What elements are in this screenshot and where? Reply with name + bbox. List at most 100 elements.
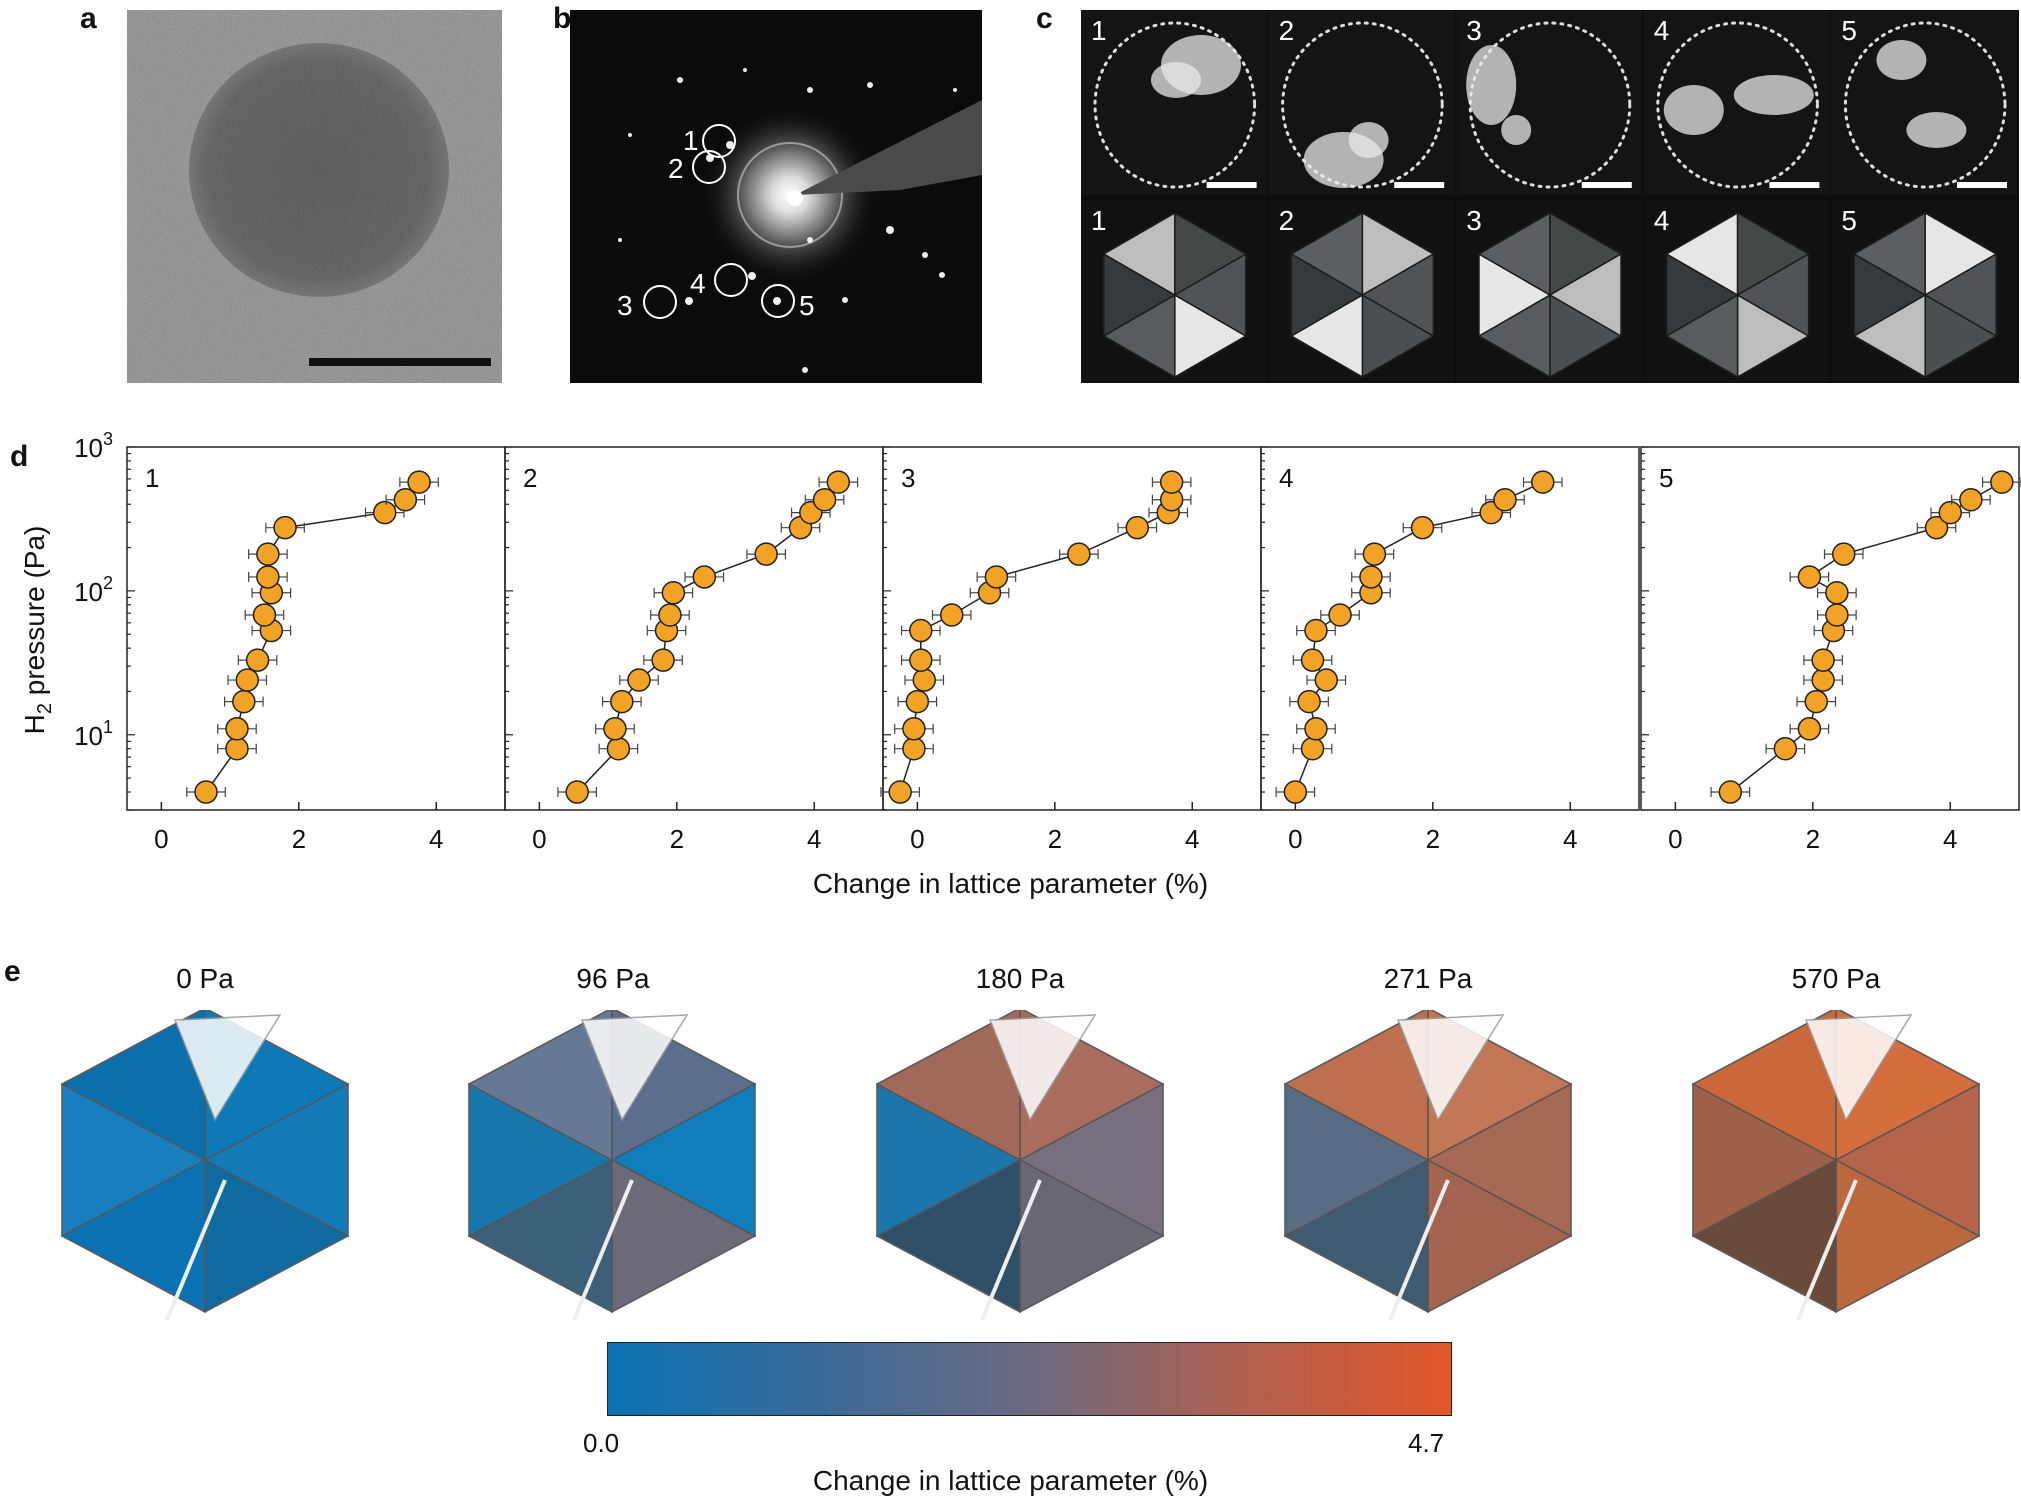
chart-panel-number: 1	[145, 463, 159, 493]
data-point	[1125, 515, 1150, 540]
dark-field-tile: 22	[1268, 10, 1455, 383]
x-tick-label: 2	[1426, 824, 1440, 854]
x-tick-label: 4	[807, 824, 821, 854]
chart-panel-number: 5	[1659, 463, 1673, 493]
x-tick-label: 0	[910, 824, 924, 854]
model-tile: 4	[1643, 200, 1830, 383]
colorbar	[607, 1342, 1452, 1416]
colorbar-label: Change in lattice parameter (%)	[812, 1465, 1209, 1496]
scale-bar	[1394, 182, 1445, 188]
tem-image-graphic	[127, 10, 502, 383]
bright-region	[1151, 62, 1201, 98]
data-point	[194, 780, 218, 804]
icosahedron-face	[1923, 252, 1997, 338]
scale-bar	[1769, 182, 1820, 188]
data-point	[1314, 668, 1339, 692]
panel-label-e: e	[4, 955, 21, 988]
colorbar-max: 4.7	[1408, 1428, 1445, 1458]
particle-outline	[1843, 21, 2007, 189]
y-tick-label: 103	[74, 430, 113, 463]
icosahedron-face	[1834, 1082, 1980, 1238]
pressure-label-3: 271 Pa	[1383, 963, 1473, 994]
data-point	[252, 603, 277, 627]
open-facet	[1396, 1014, 1505, 1122]
icosahedron-face	[1360, 252, 1435, 338]
bright-region	[1348, 122, 1389, 158]
x-tick-label: 2	[1806, 824, 1820, 854]
data-point	[1283, 780, 1308, 804]
data-point	[565, 780, 589, 804]
x-tick-label: 4	[1185, 824, 1199, 854]
data-point	[1804, 689, 1829, 714]
model-tile: 3	[1456, 200, 1642, 383]
scale-bar	[309, 358, 491, 366]
open-facet	[988, 1014, 1097, 1122]
data-point	[1304, 618, 1328, 643]
chart-panel: 0 2 4 2	[504, 446, 884, 854]
spot-label-1: 1	[683, 125, 699, 156]
y-tick-label: 102	[74, 573, 113, 607]
dark-field-label: 5	[1841, 15, 1857, 46]
data-point	[912, 668, 936, 692]
diffraction-graphic: 1 2 3 4 5	[617, 68, 982, 373]
data-point	[661, 581, 686, 605]
bright-region	[1733, 75, 1814, 115]
data-point	[235, 668, 260, 692]
pressure-label-2: 180 Pa	[975, 963, 1065, 994]
data-point	[1067, 542, 1091, 566]
data-point	[1304, 717, 1328, 741]
scale-bar	[1581, 182, 1632, 188]
x-tick-label: 0	[1288, 824, 1302, 854]
dark-field-tile: 11	[1081, 10, 1267, 383]
y-tick-label: 101	[74, 717, 113, 751]
chart-panel-number: 3	[901, 463, 915, 493]
open-facet	[173, 1014, 282, 1122]
data-point	[651, 648, 675, 672]
chart-panel: 0 2 4 5	[1640, 446, 2021, 854]
icosahedron-model	[1691, 1010, 1981, 1320]
data-point	[225, 717, 249, 741]
model-tile: 1	[1081, 200, 1267, 383]
icosahedron-face	[1173, 252, 1247, 338]
data-point	[1825, 603, 1849, 627]
data-point	[1159, 470, 1184, 494]
data-point	[1773, 736, 1798, 761]
chart-panel-number: 4	[1279, 463, 1293, 493]
model-label: 3	[1466, 205, 1482, 236]
pressure-label-1: 96 Pa	[576, 963, 650, 994]
icosahedron-face	[1548, 252, 1622, 338]
model-label: 1	[1091, 205, 1107, 236]
panel-label-b: b	[553, 2, 572, 35]
spot-label-3: 3	[617, 290, 633, 321]
data-point	[905, 689, 930, 714]
spot-label-5: 5	[799, 290, 815, 321]
twin-boundary	[979, 1179, 1042, 1320]
diffraction-pattern: 1 2 3 4 5	[570, 10, 982, 383]
data-point	[1328, 603, 1352, 627]
x-tick-label: 0	[154, 824, 168, 854]
chart-panel: 0 2 4 4	[1260, 446, 1640, 854]
data-point	[1959, 487, 1983, 512]
twin-boundary	[1387, 1179, 1450, 1320]
data-point	[826, 470, 851, 494]
y-axis-label: H2 pressure (Pa)	[19, 525, 56, 735]
icosahedron-face	[610, 1082, 756, 1238]
dark-field-label: 3	[1466, 15, 1482, 46]
spot-label-4: 4	[690, 268, 706, 299]
dark-field-background	[1081, 10, 1267, 195]
data-point	[754, 542, 778, 566]
bright-region	[1906, 112, 1967, 148]
data-point	[902, 736, 926, 761]
chart-panel: 0 2 4 3	[880, 446, 1262, 854]
scale-bar	[1957, 182, 2007, 188]
model-tile: 5	[1831, 200, 2017, 383]
data-point	[393, 487, 418, 512]
data-point	[256, 542, 280, 566]
particle-outline	[1468, 21, 1632, 189]
particle-outline	[1281, 21, 1444, 189]
particle-outline	[1093, 21, 1257, 189]
data-point	[1362, 542, 1387, 566]
data-point	[939, 603, 964, 627]
